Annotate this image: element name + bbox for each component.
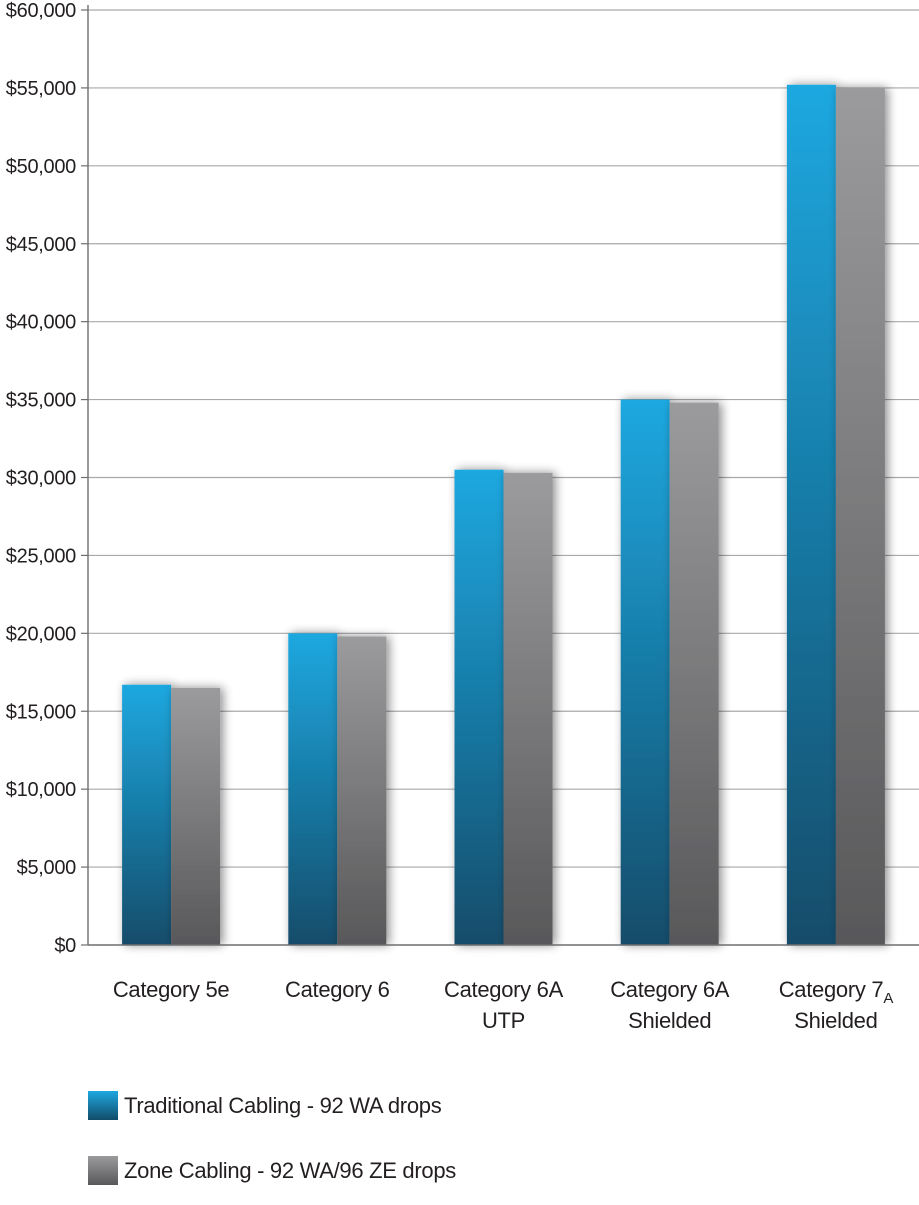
axes <box>81 5 919 946</box>
bar-zone-3 <box>503 472 553 945</box>
x-category-label-text: Category 6A <box>610 977 730 1002</box>
legend-label: Zone Cabling - 92 WA/96 ZE drops <box>124 1158 456 1183</box>
y-tick-label: $55,000 <box>6 78 76 100</box>
x-category-label-text: Category 6 <box>285 977 390 1002</box>
bar-traditional-1 <box>122 684 172 945</box>
legend-swatch <box>88 1091 118 1120</box>
x-category-label: Category 6 <box>285 977 390 1002</box>
x-category-label: Category 7A <box>779 977 894 1007</box>
x-category-label: Category 6A <box>610 977 730 1002</box>
x-category-label-text: Shielded <box>628 1008 711 1033</box>
bar-zone-2 <box>337 636 387 945</box>
x-category-label: Shielded <box>628 1008 711 1033</box>
legend-swatch <box>88 1156 118 1185</box>
y-tick-label: $10,000 <box>6 779 76 801</box>
bar-traditional-4 <box>620 399 670 945</box>
y-tick-label: $45,000 <box>6 234 76 256</box>
bar-zone-4 <box>669 402 719 945</box>
y-tick-label: $30,000 <box>6 468 76 490</box>
y-tick-label: $60,000 <box>6 0 76 22</box>
x-category-label-text: Category 5e <box>113 977 230 1002</box>
legend-item-traditional: Traditional Cabling - 92 WA drops <box>88 1091 442 1120</box>
x-category-label: Category 6A <box>444 977 564 1002</box>
x-axis-category-labels: Category 5e Category 6 Category 6A UTP Categ… <box>113 977 894 1033</box>
bar-zone-5 <box>835 87 885 945</box>
bar-traditional-3 <box>454 469 504 945</box>
bars <box>122 84 885 946</box>
y-tick-label: $25,000 <box>6 545 76 567</box>
y-tick-label: $20,000 <box>6 623 76 645</box>
x-category-label-subscript: A <box>883 990 893 1007</box>
x-category-label-text: Category 7 <box>779 977 884 1002</box>
bar-zone-1 <box>171 687 221 945</box>
y-tick-label: $0 <box>54 935 76 957</box>
x-category-label-text: Shielded <box>794 1008 877 1033</box>
legend-item-zone: Zone Cabling - 92 WA/96 ZE drops <box>88 1156 457 1185</box>
x-category-label: UTP <box>482 1008 525 1033</box>
bar-traditional-5 <box>786 84 836 946</box>
y-tick-label: $5,000 <box>17 857 77 879</box>
y-tick-label: $35,000 <box>6 390 76 412</box>
y-tick-label: $40,000 <box>6 312 76 334</box>
x-category-label-text: Category 6A <box>444 977 564 1002</box>
y-tick-label: $50,000 <box>6 156 76 178</box>
x-category-label-text: UTP <box>482 1008 525 1033</box>
legend: Traditional Cabling - 92 WA drops Zone Ca… <box>88 1091 457 1185</box>
y-axis-tick-labels: $0 $5,000 $10,000 $15,000 $20,000 $25,000 $30,… <box>6 0 77 957</box>
x-category-label: Shielded <box>794 1008 877 1033</box>
legend-label: Traditional Cabling - 92 WA drops <box>124 1093 442 1118</box>
bar-traditional-2 <box>288 633 338 945</box>
y-tick-label: $15,000 <box>6 701 76 723</box>
x-category-label: Category 5e <box>113 977 230 1002</box>
